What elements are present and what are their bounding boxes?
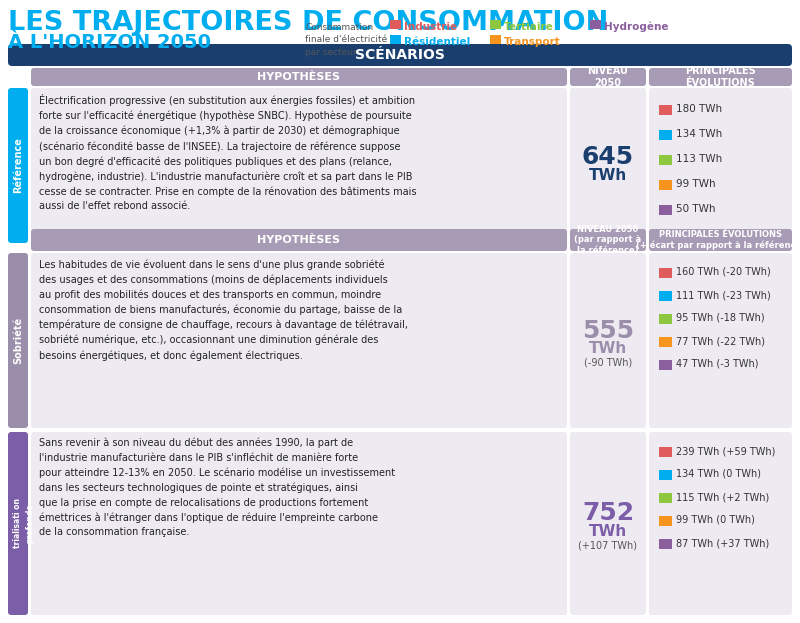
Bar xyxy=(490,20,501,29)
Bar xyxy=(659,268,672,278)
FancyBboxPatch shape xyxy=(31,432,567,615)
Text: 111 TWh (-23 TWh): 111 TWh (-23 TWh) xyxy=(676,290,770,300)
Bar xyxy=(659,105,672,115)
Text: Hydrogène: Hydrogène xyxy=(604,22,669,32)
Text: Résidentiel: Résidentiel xyxy=(404,37,470,47)
Text: PRINCIPALES ÉVOLUTIONS
(+ écart par rapport à la référence): PRINCIPALES ÉVOLUTIONS (+ écart par rapp… xyxy=(636,230,800,250)
Text: 115 TWh (+2 TWh): 115 TWh (+2 TWh) xyxy=(676,492,770,502)
Text: Sans revenir à son niveau du début des années 1990, la part de
l'industrie manuf: Sans revenir à son niveau du début des a… xyxy=(39,438,395,537)
Bar xyxy=(590,20,601,29)
Bar xyxy=(659,155,672,165)
Text: 113 TWh: 113 TWh xyxy=(676,154,722,164)
FancyBboxPatch shape xyxy=(649,432,792,615)
Bar xyxy=(659,447,672,457)
Text: 99 TWh: 99 TWh xyxy=(676,179,716,189)
Text: 160 TWh (-20 TWh): 160 TWh (-20 TWh) xyxy=(676,267,770,277)
Text: TWh: TWh xyxy=(589,341,627,356)
Bar xyxy=(659,337,672,347)
Bar xyxy=(659,130,672,140)
Text: Consommation
finale d'électricité
par secteur :: Consommation finale d'électricité par se… xyxy=(305,23,387,57)
Text: HYPOTHÈSES: HYPOTHÈSES xyxy=(258,72,341,82)
Text: SCÉNARIOS: SCÉNARIOS xyxy=(355,48,445,62)
Text: Les habitudes de vie évoluent dans le sens d'une plus grande sobriété
des usages: Les habitudes de vie évoluent dans le se… xyxy=(39,259,408,361)
Bar xyxy=(659,205,672,215)
Text: 555: 555 xyxy=(582,318,634,343)
FancyBboxPatch shape xyxy=(649,88,792,243)
FancyBboxPatch shape xyxy=(8,44,792,66)
FancyBboxPatch shape xyxy=(8,253,28,428)
FancyBboxPatch shape xyxy=(31,253,567,428)
FancyBboxPatch shape xyxy=(649,229,792,251)
Text: 99 TWh (0 TWh): 99 TWh (0 TWh) xyxy=(676,515,755,525)
Text: 180 TWh: 180 TWh xyxy=(676,104,722,114)
Text: Sobriété: Sobriété xyxy=(13,317,23,364)
FancyBboxPatch shape xyxy=(570,68,646,86)
FancyBboxPatch shape xyxy=(31,229,567,251)
Text: HYPOTHÈSES: HYPOTHÈSES xyxy=(258,235,341,245)
Text: TWh: TWh xyxy=(589,168,627,183)
Text: PRINCIPALES
ÉVOLUTIONS: PRINCIPALES ÉVOLUTIONS xyxy=(685,66,756,88)
FancyBboxPatch shape xyxy=(570,88,646,243)
Text: 95 TWh (-18 TWh): 95 TWh (-18 TWh) xyxy=(676,313,765,323)
Text: 134 TWh (0 TWh): 134 TWh (0 TWh) xyxy=(676,469,761,479)
Bar xyxy=(659,539,672,549)
Text: Tertiaire: Tertiaire xyxy=(504,22,554,32)
Text: Réindus-
trialisati on
profonde: Réindus- trialisati on profonde xyxy=(2,498,34,548)
Text: 50 TWh: 50 TWh xyxy=(676,204,715,214)
Bar xyxy=(659,516,672,526)
Text: 87 TWh (+37 TWh): 87 TWh (+37 TWh) xyxy=(676,538,770,548)
Text: (-90 TWh): (-90 TWh) xyxy=(584,358,632,368)
FancyBboxPatch shape xyxy=(8,88,28,243)
FancyBboxPatch shape xyxy=(570,253,646,428)
Text: 134 TWh: 134 TWh xyxy=(676,129,722,139)
Text: Transport: Transport xyxy=(504,37,561,47)
Text: 77 TWh (-22 TWh): 77 TWh (-22 TWh) xyxy=(676,336,765,346)
Text: 239 TWh (+59 TWh): 239 TWh (+59 TWh) xyxy=(676,446,775,456)
FancyBboxPatch shape xyxy=(649,68,792,86)
Bar xyxy=(659,493,672,503)
Text: 47 TWh (-3 TWh): 47 TWh (-3 TWh) xyxy=(676,359,758,369)
Text: TWh: TWh xyxy=(589,524,627,539)
Bar xyxy=(390,35,401,44)
Text: NIVEAU
2050: NIVEAU 2050 xyxy=(587,66,629,88)
FancyBboxPatch shape xyxy=(8,432,28,615)
Bar xyxy=(390,20,401,29)
FancyBboxPatch shape xyxy=(649,253,792,428)
FancyBboxPatch shape xyxy=(31,88,567,243)
Bar xyxy=(659,314,672,324)
FancyBboxPatch shape xyxy=(570,229,646,251)
Bar xyxy=(659,470,672,480)
Bar xyxy=(659,360,672,370)
Text: Électrification progressive (en substitution aux énergies fossiles) et ambition
: Électrification progressive (en substitu… xyxy=(39,94,417,211)
Text: À L'HORIZON 2050: À L'HORIZON 2050 xyxy=(8,33,211,52)
FancyBboxPatch shape xyxy=(570,432,646,615)
Text: Référence: Référence xyxy=(13,138,23,193)
Text: 752: 752 xyxy=(582,502,634,525)
Text: LES TRAJECTOIRES DE CONSOMMATION: LES TRAJECTOIRES DE CONSOMMATION xyxy=(8,10,608,36)
Text: NIVEAU 2050
(par rapport à
la référence): NIVEAU 2050 (par rapport à la référence) xyxy=(574,225,642,255)
Text: (+107 TWh): (+107 TWh) xyxy=(578,541,638,551)
FancyBboxPatch shape xyxy=(31,68,567,86)
Bar xyxy=(659,180,672,190)
Bar xyxy=(490,35,501,44)
Text: 645: 645 xyxy=(582,146,634,169)
Bar xyxy=(659,291,672,301)
Text: Industrie: Industrie xyxy=(404,22,457,32)
